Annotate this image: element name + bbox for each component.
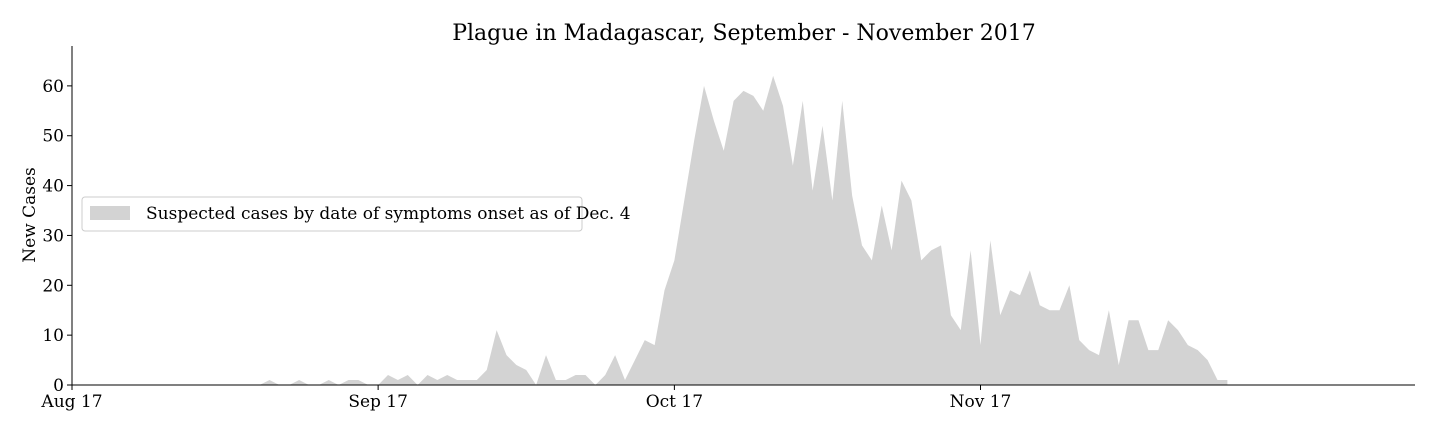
x-tick-label: Oct 17 xyxy=(646,392,703,412)
plot-area xyxy=(52,75,1228,385)
y-axis-label: New Cases xyxy=(20,167,40,263)
x-tick-label: Aug 17 xyxy=(40,392,102,412)
legend-box xyxy=(81,196,583,232)
y-tick-label: 50 xyxy=(42,127,64,147)
y-tick-label: 30 xyxy=(42,226,64,246)
y-tick-label: 40 xyxy=(42,177,64,197)
y-ticks: 0 10 20 30 40 50 60 xyxy=(42,77,72,396)
x-tick-label: Nov 17 xyxy=(950,392,1012,412)
x-ticks: Aug 17 Sep 17 Oct 17 Nov 17 xyxy=(40,385,1011,412)
legend-label: Suspected cases by date of symptoms onse… xyxy=(146,204,631,224)
y-tick-label: 20 xyxy=(42,276,64,296)
x-tick-label: Sep 17 xyxy=(348,392,408,412)
y-tick-label: 10 xyxy=(42,326,64,346)
y-tick-label: 60 xyxy=(42,77,64,97)
legend-swatch xyxy=(90,206,130,220)
legend: Suspected cases by date of symptoms onse… xyxy=(81,196,631,232)
chart-title: Plague in Madagascar, September - Novemb… xyxy=(452,21,1036,46)
area-series xyxy=(52,75,1228,385)
y-tick-label: 0 xyxy=(53,376,64,396)
